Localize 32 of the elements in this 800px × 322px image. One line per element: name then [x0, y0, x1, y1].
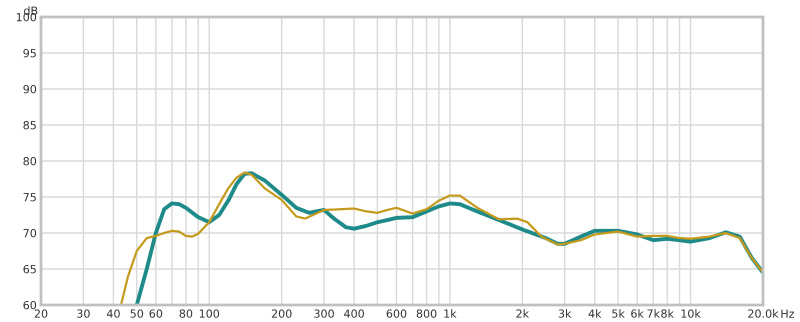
x-tick-label: 10k: [681, 309, 701, 318]
x-tick-label: 300: [314, 309, 334, 318]
x-tick-label: 30: [77, 309, 90, 318]
y-tick-label: 70: [24, 228, 36, 238]
x-tick-label: 60: [150, 309, 162, 318]
y-tick-label: 90: [23, 84, 36, 94]
y-tick-label: 75: [24, 193, 36, 202]
x-tick-label: 200: [272, 309, 292, 318]
x-tick-label: 7k: [647, 309, 660, 318]
x-tick-label: 600: [386, 309, 406, 318]
y-axis-title: dB: [24, 6, 38, 15]
x-tick-label: 80: [180, 309, 192, 318]
x-tick-label: 6k: [631, 309, 644, 318]
x-tick-label: 20: [34, 309, 48, 318]
x-tick-label: 50: [130, 309, 144, 318]
x-tick-label: 2k: [516, 309, 530, 318]
y-tick-label: 80: [23, 156, 36, 166]
x-tick-label: 4k: [588, 309, 602, 318]
x-tick-label: 1k: [444, 309, 457, 318]
y-tick-label: 95: [23, 48, 36, 58]
x-tick-label: 8k: [661, 309, 674, 318]
x-tick-label: 5k: [612, 309, 625, 318]
y-tick-label: 85: [23, 120, 36, 130]
x-tick-label: 40: [106, 309, 120, 318]
x-axis-title: Hz: [781, 310, 794, 318]
x-tick-label: 20.0k: [748, 309, 779, 318]
x-tick-label: 800: [416, 309, 436, 318]
y-tick-label: 65: [23, 264, 36, 274]
x-tick-label: 400: [344, 309, 364, 318]
y-tick-label: 60: [23, 300, 36, 310]
x-tick-label: 100: [200, 309, 220, 318]
x-tick-label: 3k: [558, 309, 572, 318]
